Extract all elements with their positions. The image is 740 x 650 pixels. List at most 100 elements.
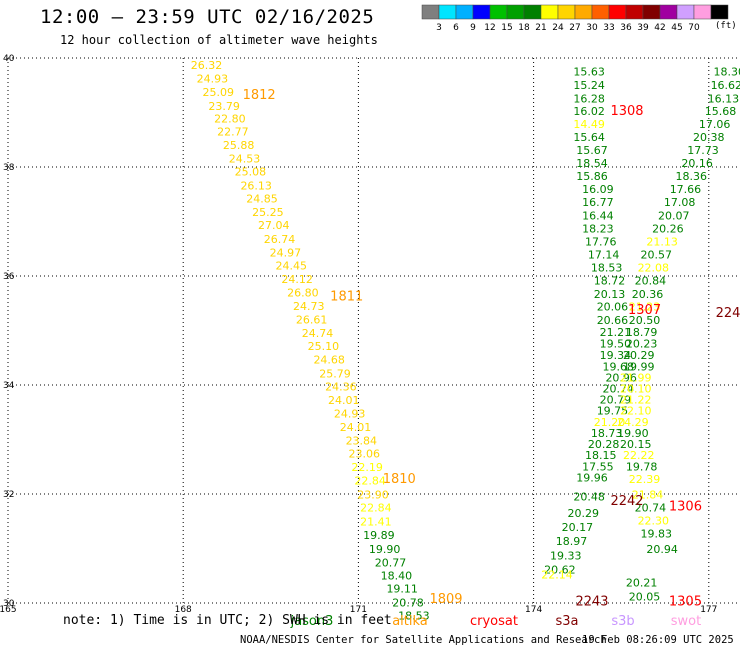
wave-height-label: 19.83 xyxy=(640,528,672,541)
wave-height-label: 19.89 xyxy=(363,529,395,542)
wave-height-label: 18.73 xyxy=(591,427,623,440)
track-id-label: 1812 xyxy=(243,88,276,103)
color-scale-unit: (ft) xyxy=(715,21,737,31)
wave-height-labels: 26.3224.9325.0923.7922.8022.7725.8824.53… xyxy=(191,59,740,622)
color-scale-label: 24 xyxy=(552,23,564,33)
wave-height-label: 22.10 xyxy=(620,404,652,417)
x-tick-label: 165 xyxy=(0,605,17,615)
footer-timestamp: 19 Feb 08:26:09 UTC 2025 xyxy=(582,634,734,646)
wave-height-label: 20.78 xyxy=(392,596,424,609)
wave-height-label: 18.79 xyxy=(626,326,658,339)
satellite-legend: jason3 altika cryosat s3a s3b swot xyxy=(290,614,702,629)
wave-height-label: 19.75 xyxy=(597,404,629,417)
wave-height-label: 27.04 xyxy=(258,219,290,232)
wave-height-label: 18.30 xyxy=(713,65,740,78)
color-scale-label: 39 xyxy=(637,23,649,33)
y-tick-label: 32 xyxy=(3,490,14,500)
wave-height-label: 25.25 xyxy=(252,206,284,219)
wave-height-label: 20.36 xyxy=(632,288,664,301)
wave-height-label: 14.49 xyxy=(573,118,605,131)
wave-height-label: 17.06 xyxy=(699,118,731,131)
color-scale-label: 3 xyxy=(436,23,442,33)
wave-height-label: 24.85 xyxy=(246,192,278,205)
wave-height-label: 18.54 xyxy=(576,157,608,170)
wave-height-label: 18.40 xyxy=(381,570,413,583)
color-scale-swatch xyxy=(472,4,491,20)
wave-height-label: 16.13 xyxy=(708,93,740,106)
wave-height-label: 20.74 xyxy=(603,383,635,396)
wave-height-label: 20.05 xyxy=(629,590,661,603)
color-scale-swatch xyxy=(625,4,644,20)
wave-height-label: 25.08 xyxy=(235,166,267,179)
color-scale-label: 27 xyxy=(569,23,580,33)
color-scale-swatch xyxy=(574,4,593,20)
track-labels: 1812181118101809130813071306130522402241… xyxy=(243,88,740,610)
wave-height-label: 21.84 xyxy=(632,488,664,501)
wave-height-label: 20.66 xyxy=(597,314,629,327)
wave-height-label: 17.14 xyxy=(588,249,620,262)
wave-height-label: 24.29 xyxy=(617,416,649,429)
wave-height-label: 19.90 xyxy=(369,543,401,556)
wave-height-label: 18.53 xyxy=(591,262,623,275)
track-id-label: 1307 xyxy=(628,303,661,318)
y-tick-label: 34 xyxy=(3,381,15,391)
wave-height-label: 17.55 xyxy=(582,461,614,474)
wave-height-label: 21.41 xyxy=(360,516,392,529)
color-scale-swatch xyxy=(659,4,678,20)
legend-item-cryosat: cryosat xyxy=(470,614,518,629)
wave-height-label: 18.72 xyxy=(594,275,626,288)
color-scale-swatch xyxy=(642,4,661,20)
wave-height-label: 24.12 xyxy=(281,273,313,286)
legend-item-jason3: jason3 xyxy=(290,614,334,629)
wave-height-label: 16.62 xyxy=(711,79,740,92)
wave-height-label: 26.80 xyxy=(287,287,319,300)
wave-height-label: 20.17 xyxy=(562,521,594,534)
wave-height-label: 26.13 xyxy=(240,179,272,192)
wave-height-label: 21.99 xyxy=(620,372,652,385)
track-id-label: 1809 xyxy=(429,592,462,607)
y-tick-label: 40 xyxy=(3,54,15,64)
track-id-label: 2243 xyxy=(575,595,608,610)
wave-height-label: 20.48 xyxy=(573,491,605,504)
wave-height-label: 18.53 xyxy=(398,609,430,622)
wave-height-label: 18.23 xyxy=(582,222,614,235)
footer-note: note: 1) Time is in UTC; 2) SWH is in fe… xyxy=(63,613,392,628)
x-tick-label: 174 xyxy=(525,605,542,615)
wave-height-label: 20.62 xyxy=(544,564,576,577)
wave-height-label: 22.22 xyxy=(623,449,655,462)
wave-height-label: 18.97 xyxy=(556,535,588,548)
legend-item-swot: swot xyxy=(671,614,701,629)
legend-item-s3a: s3a xyxy=(555,614,578,629)
wave-height-label: 25.79 xyxy=(319,367,351,380)
wave-height-label: 22.39 xyxy=(629,473,661,486)
wave-height-label: 17.73 xyxy=(687,144,719,157)
wave-height-label: 20.07 xyxy=(658,209,690,222)
color-scale-label: 12 xyxy=(484,23,495,33)
color-scale-swatch xyxy=(523,4,542,20)
track-id-label: 2242 xyxy=(610,494,643,509)
color-scale-swatch xyxy=(540,4,559,20)
wave-height-label: 26.61 xyxy=(296,313,328,326)
wave-height-label: 22.19 xyxy=(351,461,383,474)
wave-height-label: 19.68 xyxy=(603,360,635,373)
wave-height-label: 20.28 xyxy=(588,438,620,451)
wave-height-label: 24.45 xyxy=(275,259,307,272)
footer-credit: NOAA/NESDIS Center for Satellite Applica… xyxy=(240,634,607,646)
legend-item-altika: altika xyxy=(392,614,428,629)
wave-height-label: 17.08 xyxy=(664,196,696,209)
wave-height-label: 22.08 xyxy=(638,262,670,275)
wave-height-label: 20.06 xyxy=(597,300,629,313)
wave-height-label: 19.11 xyxy=(386,583,418,596)
wave-height-label: 19.34 xyxy=(600,349,632,362)
wave-height-label: 23.79 xyxy=(208,100,240,113)
wave-height-label: 15.24 xyxy=(573,79,605,92)
wave-height-label: 22.84 xyxy=(354,475,386,488)
color-scale-swatch xyxy=(676,4,695,20)
wave-height-label: 21.20 xyxy=(594,416,626,429)
wave-height-label: 16.28 xyxy=(573,93,605,106)
wave-height-label: 19.50 xyxy=(600,337,632,350)
x-tick-label: 177 xyxy=(700,605,717,615)
wave-height-label: 24.93 xyxy=(334,408,366,421)
wave-height-label: 24.93 xyxy=(197,73,229,86)
